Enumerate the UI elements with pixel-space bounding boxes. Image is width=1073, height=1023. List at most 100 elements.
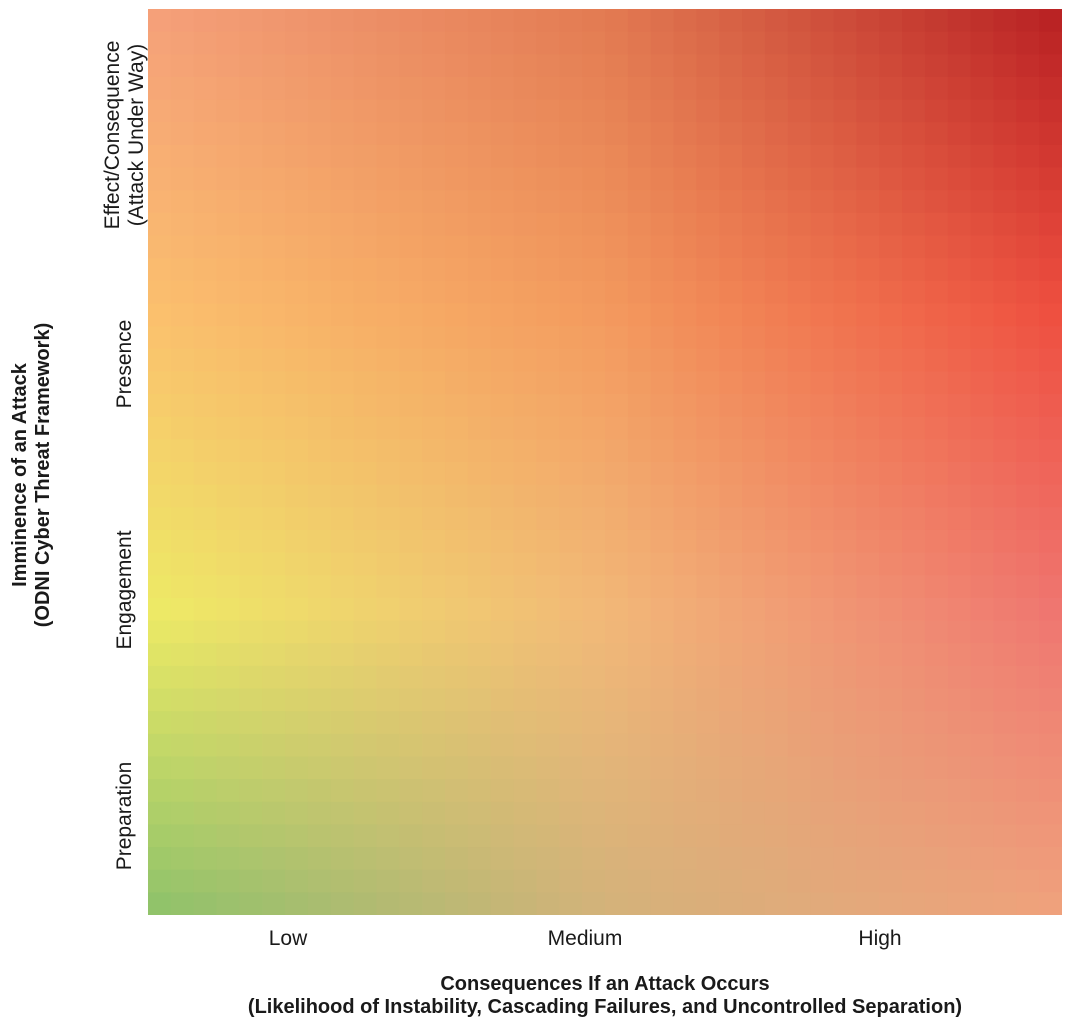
heatmap-cell [582,847,606,871]
heatmap-cell [399,733,423,758]
heatmap-cell [445,892,469,915]
heatmap-cell [650,597,675,622]
heatmap-cell [422,484,446,509]
heatmap-cell [879,733,903,758]
heatmap-cell [970,54,995,78]
heatmap-cell [422,99,446,124]
heatmap-cell [467,167,492,191]
heatmap-cell [513,99,538,124]
heatmap-cell [719,665,743,690]
heatmap-cell [445,258,469,282]
heatmap-cell [513,597,538,622]
heatmap-cell [902,144,926,169]
heatmap-cell [170,54,195,78]
heatmap-cell [1039,280,1062,305]
heatmap-cell [559,665,583,690]
heatmap-cell [285,507,309,531]
heatmap-cell [559,733,583,758]
heatmap-cell [467,416,492,441]
heatmap-cell [650,462,675,486]
heatmap-cell [376,167,401,191]
heatmap-cell [559,643,583,667]
heatmap-cell [285,31,309,56]
heatmap-cell [445,76,469,101]
heatmap-cell [148,620,172,644]
heatmap-cell [467,462,492,486]
heatmap-cell [924,235,949,259]
heatmap-cell [1039,847,1062,871]
heatmap-cell [239,31,264,56]
heatmap-cell [627,597,652,622]
heatmap-cell [559,394,583,418]
heatmap-cell [582,416,606,441]
heatmap-cell [947,507,972,531]
heatmap-cell [353,620,378,644]
heatmap-cell [582,394,606,418]
heatmap-cell [170,394,195,418]
heatmap-cell [673,348,698,373]
heatmap-cell [330,711,355,735]
heatmap-cell [170,484,195,509]
heatmap-cell [239,484,264,509]
heatmap-cell [833,99,858,124]
heatmap-cell [239,847,264,871]
heatmap-cell [148,779,172,803]
x-axis-title: Consequences If an Attack Occurs (Likeli… [148,973,1062,1019]
heatmap-cell [650,303,675,327]
heatmap-cell [879,99,903,124]
heatmap-cell [902,326,926,350]
heatmap-cell [1016,348,1040,373]
heatmap-cell [262,439,286,463]
heatmap-cell [399,394,423,418]
heatmap-cell [833,303,858,327]
heatmap-cell [787,212,812,237]
heatmap-cell [1016,76,1040,101]
heatmap-cell [924,462,949,486]
heatmap-cell [719,733,743,758]
heatmap-cell [924,326,949,350]
heatmap-cell [970,371,995,395]
heatmap-cell [902,869,926,894]
heatmap-cell [399,575,423,599]
heatmap-cell [582,280,606,305]
heatmap-cell [833,212,858,237]
heatmap-cell [993,326,1018,350]
heatmap-cell [445,756,469,780]
heatmap-cell [1039,212,1062,237]
heatmap-cell [307,348,332,373]
heatmap-cell [742,9,766,33]
heatmap-cell [627,575,652,599]
heatmap-cell [422,847,446,871]
heatmap-cell [330,76,355,101]
heatmap-cell [170,665,195,690]
heatmap-cell [650,529,675,554]
heatmap-cell [719,326,743,350]
heatmap-cell [764,484,789,509]
heatmap-cell [719,484,743,509]
heatmap-cell [719,756,743,780]
heatmap-cell [239,507,264,531]
heatmap-cell [307,144,332,169]
heatmap-cell [1039,348,1062,373]
heatmap-cell [673,824,698,848]
heatmap-cell [673,394,698,418]
heatmap-cell [924,824,949,848]
heatmap-cell [856,643,880,667]
heatmap-cell [513,122,538,146]
heatmap-cell [902,371,926,395]
heatmap-cell [810,9,835,33]
heatmap-cell [810,439,835,463]
heatmap-cell [947,99,972,124]
heatmap-cell [902,892,926,915]
heatmap-cell [536,303,561,327]
heatmap-cell [376,326,401,350]
heatmap-cell [764,348,789,373]
heatmap-cell [764,371,789,395]
heatmap-cell [833,756,858,780]
heatmap-cell [673,76,698,101]
heatmap-cell [445,643,469,667]
heatmap-cell [536,847,561,871]
heatmap-cell [467,801,492,826]
heatmap-cell [467,847,492,871]
heatmap-cell [879,31,903,56]
